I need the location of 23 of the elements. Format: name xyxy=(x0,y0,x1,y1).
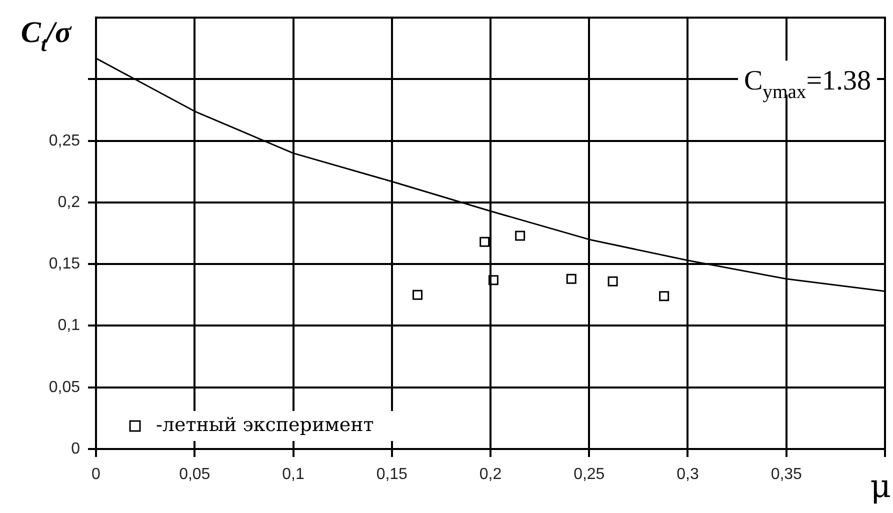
point xyxy=(488,275,498,286)
legend-label: -летный эксперимент xyxy=(156,414,374,436)
y-tick-label: 0 xyxy=(71,440,80,458)
y-tick-label: 0,05 xyxy=(48,378,80,396)
y-tick-label: 0,25 xyxy=(48,132,80,150)
x-tick-label: 0,25 xyxy=(574,466,605,484)
point xyxy=(480,236,490,247)
point xyxy=(515,230,526,241)
x-tick-label: 0,15 xyxy=(376,466,408,484)
x-tick-label: 0,2 xyxy=(479,466,502,484)
x-axis-title: μ xyxy=(870,467,891,505)
x-tick-label: 0,1 xyxy=(282,466,304,484)
point xyxy=(608,276,618,286)
y-tick-label: 0,1 xyxy=(58,317,80,334)
x-tick-label: 0,05 xyxy=(179,466,210,484)
y-tick-label: 0,15 xyxy=(48,256,80,273)
x-tick-label: 0 xyxy=(92,466,101,484)
y-tick-label: 0,2 xyxy=(58,194,80,211)
x-tick-label: 0,35 xyxy=(770,466,802,484)
point xyxy=(412,290,423,300)
x-tick-label: 0,3 xyxy=(676,466,699,484)
point xyxy=(566,274,576,284)
point xyxy=(659,291,670,302)
